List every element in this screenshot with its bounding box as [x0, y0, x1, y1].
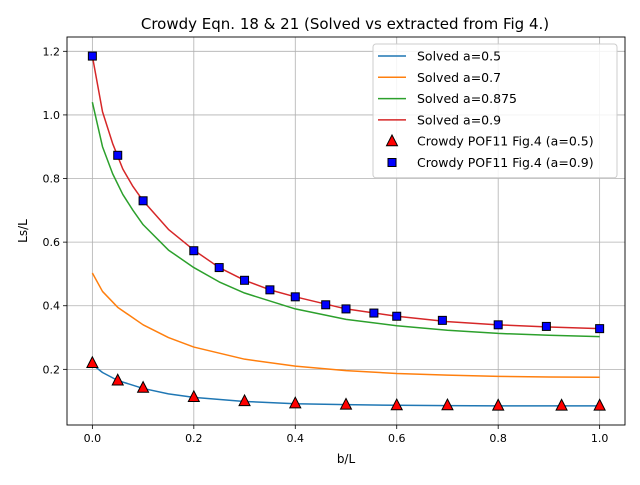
data-point: [113, 150, 123, 160]
series-solved-a-0-9: [91, 55, 600, 330]
legend-item: Solved a=0.9: [378, 112, 501, 127]
legend-label: Crowdy POF11 Fig.4 (a=0.9): [417, 155, 594, 170]
data-point: [493, 320, 503, 330]
y-tick-label: 1.0: [43, 109, 61, 122]
data-point: [138, 196, 148, 206]
legend-label: Solved a=0.875: [417, 91, 517, 106]
series-line: [91, 102, 600, 338]
data-point: [265, 285, 275, 295]
legend-item: Solved a=0.7: [378, 70, 501, 85]
x-tick-label: 0.4: [287, 432, 305, 445]
data-point: [593, 398, 606, 411]
y-tick-label: 0.6: [43, 236, 61, 249]
data-point: [87, 51, 97, 61]
data-point: [341, 304, 351, 314]
y-axis-label: Ls/L: [16, 219, 30, 243]
series-solved-a-0-7: [91, 272, 600, 379]
data-point: [441, 397, 454, 411]
series-solved-a-0-875: [91, 102, 600, 338]
data-point: [595, 324, 605, 334]
legend: Solved a=0.5 Solved a=0.7 Solved a=0.875 So…: [372, 43, 618, 179]
tick-layer: 0.0 0.2 0.4 0.6 0.8 1.0 0.2 0.4 0.6 0.8 1.0 1.2: [43, 45, 609, 445]
legend-label: Solved a=0.9: [417, 112, 501, 127]
data-point: [189, 246, 199, 256]
series-line: [91, 272, 600, 379]
y-tick-label: 0.4: [43, 300, 61, 313]
data-point: [136, 380, 150, 393]
data-point: [240, 275, 250, 285]
series-crowdy-pof11-fig-4-a-0-5: [86, 355, 606, 411]
data-point: [214, 263, 224, 273]
x-tick-label: 0.8: [489, 432, 507, 445]
legend-label: Crowdy POF11 Fig.4 (a=0.5): [417, 134, 594, 149]
data-point: [491, 398, 505, 411]
legend-item: Solved a=0.5: [378, 49, 501, 64]
x-tick-label: 0.6: [388, 432, 406, 445]
data-point: [187, 389, 201, 403]
legend-item: Solved a=0.875: [378, 91, 517, 106]
plot-frame: [66, 36, 626, 426]
x-axis-label: b/L: [337, 452, 356, 466]
x-tick-label: 0.2: [185, 432, 203, 445]
x-tick-label: 0.0: [84, 432, 102, 445]
data-point: [111, 373, 125, 386]
y-tick-label: 0.2: [43, 363, 61, 376]
series-layer: [86, 51, 606, 411]
legend-marker-swatch: [387, 158, 397, 167]
x-tick-label: 1.0: [591, 432, 609, 445]
y-tick-label: 0.8: [43, 173, 61, 186]
chart-title: Crowdy Eqn. 18 & 21 (Solved vs extracted…: [141, 15, 549, 33]
data-point: [541, 321, 551, 331]
data-point: [339, 397, 353, 410]
data-point: [86, 355, 99, 368]
data-point: [392, 311, 402, 321]
data-point: [290, 292, 300, 302]
data-point: [555, 398, 568, 411]
data-point: [288, 396, 302, 409]
data-point: [437, 315, 447, 325]
legend-label: Solved a=0.7: [417, 70, 501, 85]
legend-item: Crowdy POF11 Fig.4 (a=0.5): [385, 133, 594, 149]
legend-marker-swatch: [385, 133, 399, 147]
series-crowdy-pof11-fig-4-a-0-9: [87, 51, 605, 334]
data-point: [238, 393, 251, 407]
legend-item: Crowdy POF11 Fig.4 (a=0.9): [387, 155, 594, 170]
series-line: [91, 55, 600, 330]
data-point: [369, 308, 379, 318]
legend-label: Solved a=0.5: [417, 49, 501, 64]
legend-box: [372, 43, 618, 179]
y-tick-label: 1.2: [43, 45, 61, 58]
data-point: [321, 300, 331, 310]
data-point: [390, 397, 404, 411]
